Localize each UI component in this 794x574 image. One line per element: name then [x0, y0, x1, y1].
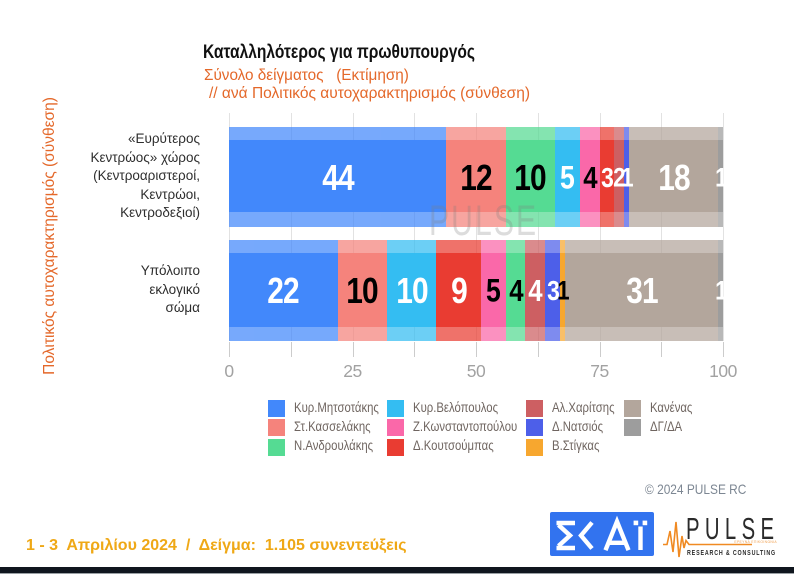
svg-text:RESEARCH & CONSULTING: RESEARCH & CONSULTING — [687, 548, 776, 557]
svg-text:PULSE: PULSE — [686, 511, 779, 546]
svg-text:ΕΡΕΥΝΑ ΕΠΙΚΟΙΝΩΝΙΑ: ΕΡΕΥΝΑ ΕΠΙΚΟΙΝΩΝΙΑ — [734, 540, 777, 544]
